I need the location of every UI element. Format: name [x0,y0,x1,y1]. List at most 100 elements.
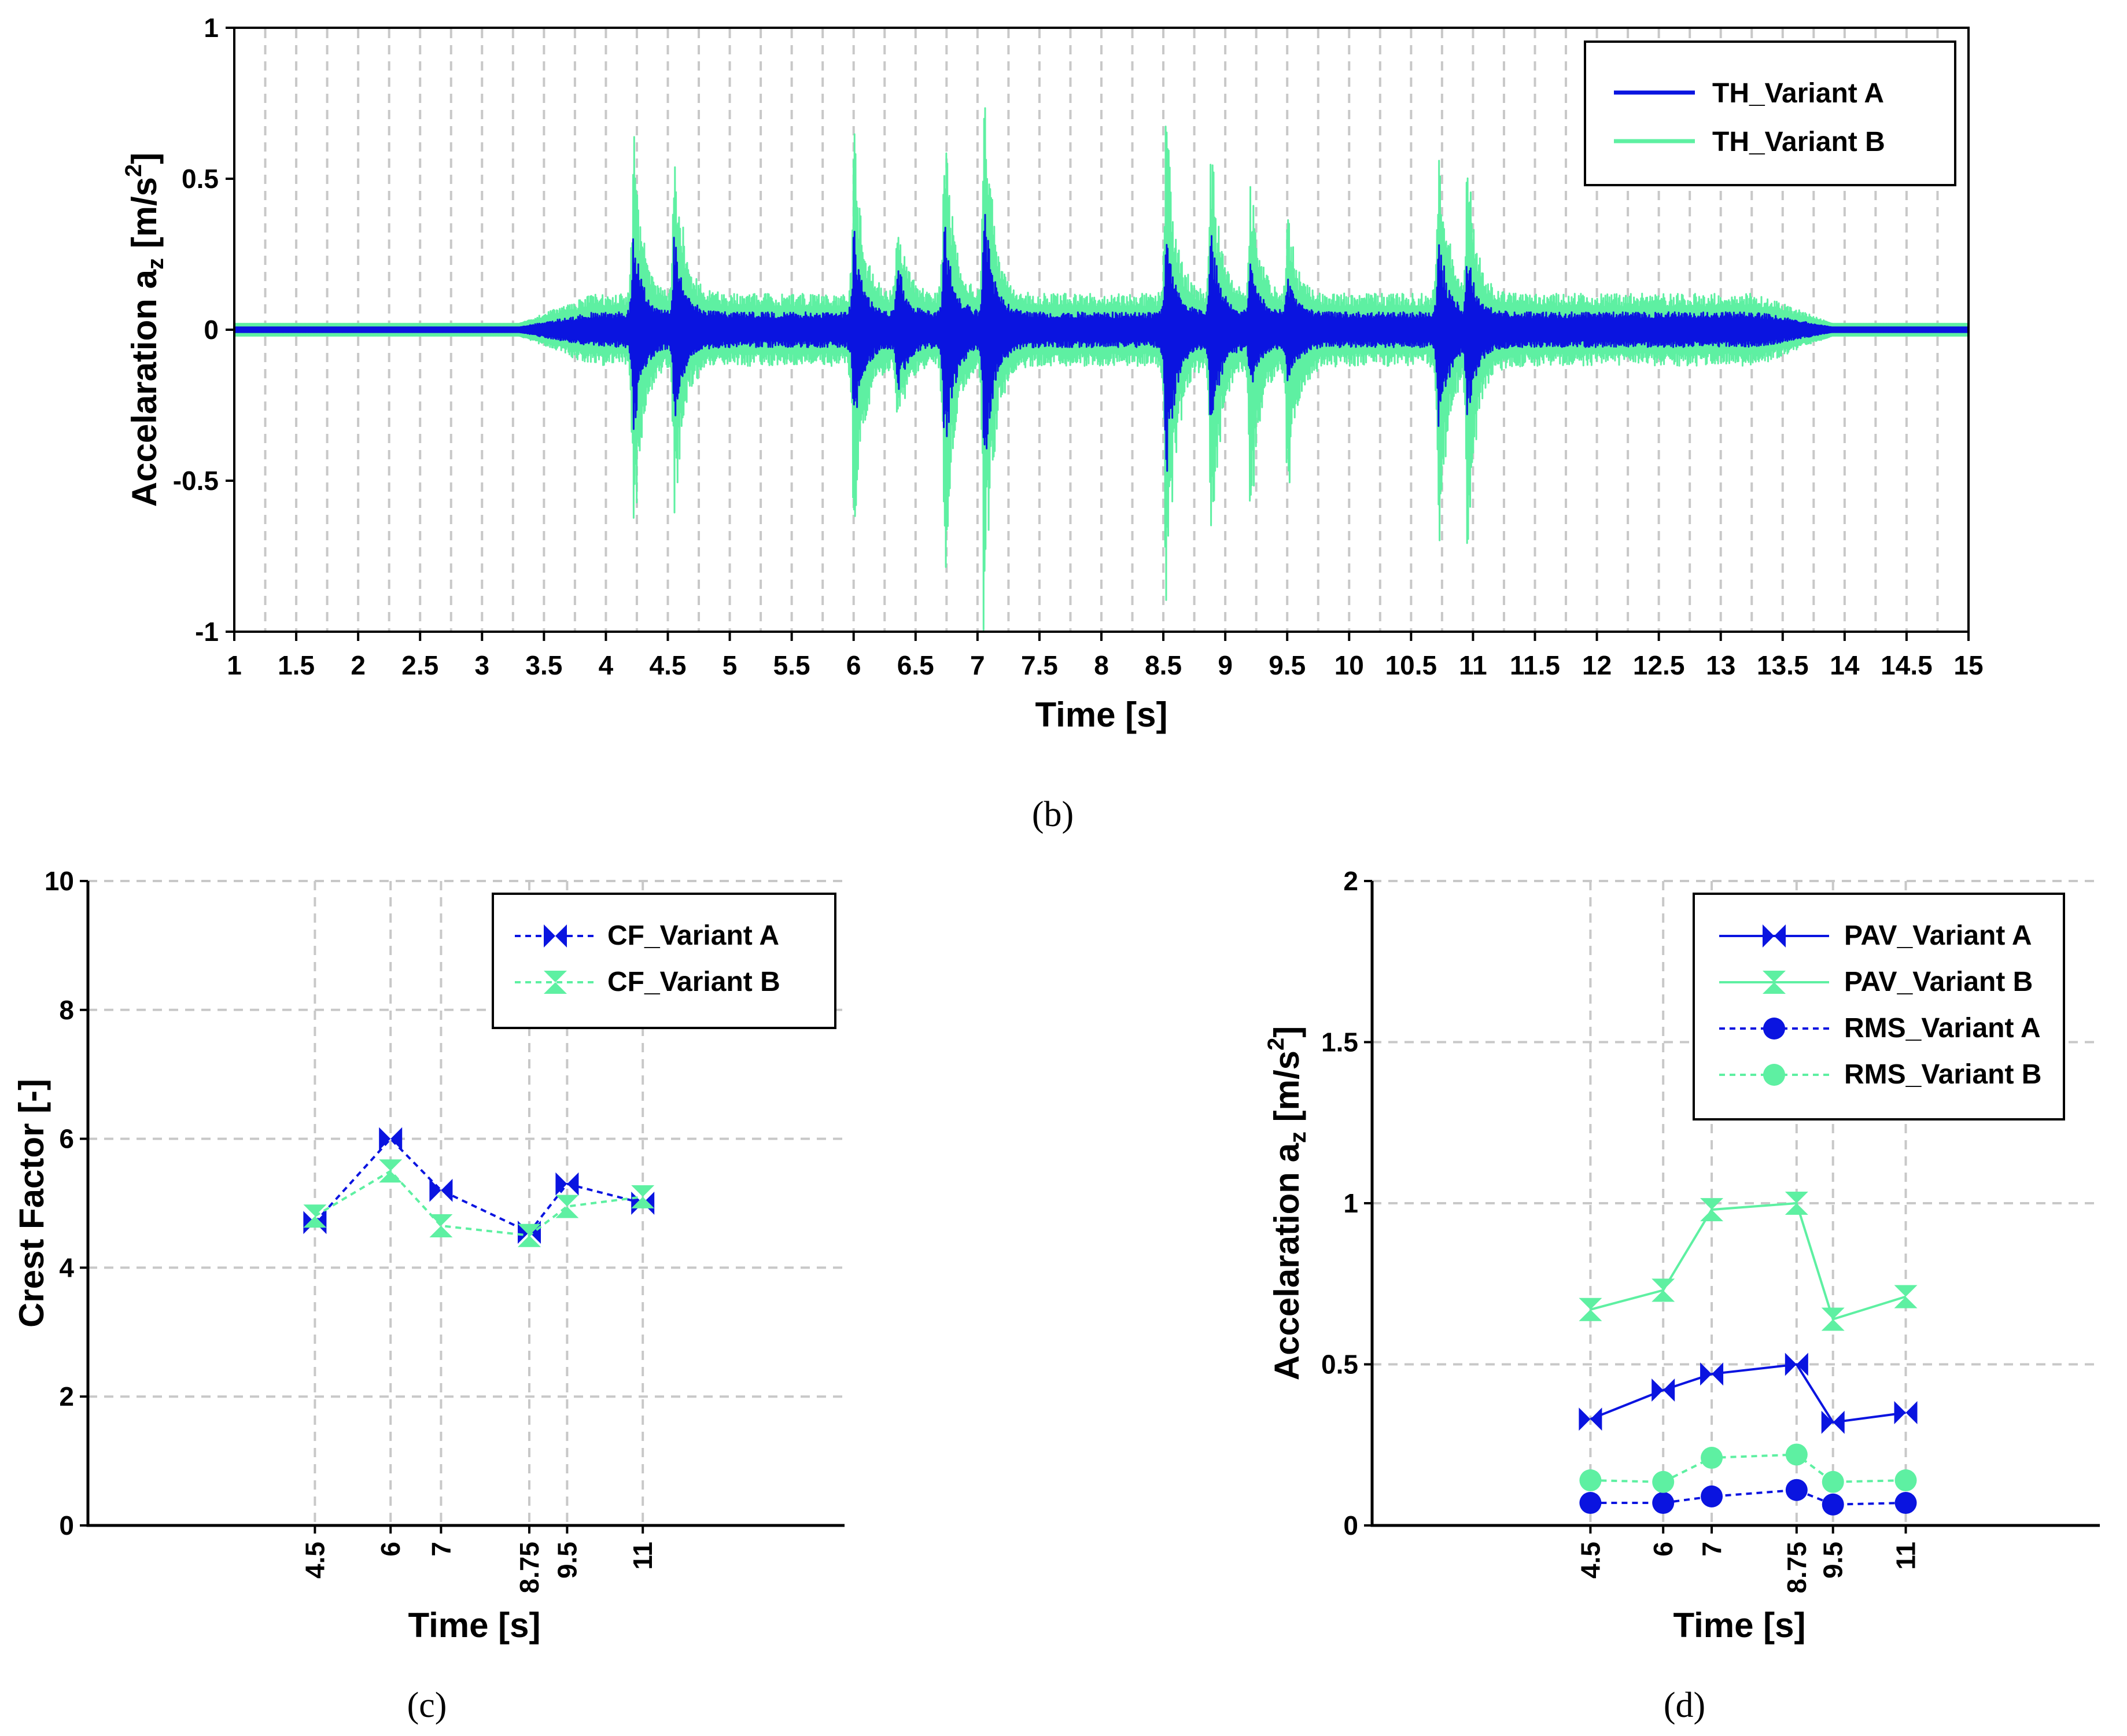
c-series-1-point-2 [429,1214,453,1237]
b-panel-letter-text: (b) [1032,795,1074,834]
c-legend-marker-0 [544,924,567,948]
b-x-tick-label-12: 7 [970,650,985,680]
b-x-tick-label-15: 8.5 [1145,650,1182,680]
b-legend-box [1584,40,1956,186]
d-legend-label-pav-a: PAV_Variant A [1844,920,2032,951]
c-x-tick-label-4: 9.5 [552,1542,582,1579]
b-x-tick-label-25: 13.5 [1757,650,1809,680]
d-series-2-point-4 [1822,1493,1844,1516]
b-x-tick-label-9: 5.5 [773,650,810,680]
b-y-tick-label-0: -1 [195,617,219,647]
c-x-tick-label-5: 11 [628,1542,658,1570]
d-series-2-point-5 [1894,1492,1917,1514]
c-panel-letter-text: (c) [407,1686,447,1725]
d-series-0-point-5 [1894,1401,1918,1425]
b-legend-label-variant-a: TH_Variant A [1712,78,1884,109]
c-y-tick-label-4: 8 [59,995,74,1025]
d-x-ticks: 4.5 6 7 8.75 9.5 11 [1575,1525,1921,1594]
d-x-tick-label-5: 11 [1891,1542,1921,1570]
b-x-tick-label-0: 1 [227,650,242,680]
b-y-tick-label-2: 0 [204,315,219,345]
d-legend-items [1719,924,1829,1086]
d-y-tick-label-1: 0.5 [1321,1350,1358,1380]
d-y-tick-label-4: 2 [1343,866,1358,896]
b-ylabel-sup: 2 [121,164,146,177]
c-y-axis-label: Crest Factor [-] [12,1079,51,1328]
c-series-1-point-1 [379,1159,403,1183]
c-panel-letter: (c) [407,1686,447,1725]
b-x-tick-label-6: 4 [599,650,614,680]
d-ylabel-sup: 2 [1263,1038,1289,1051]
panel-c-crest-factor-chart: 0 2 4 6 8 10 4.5 6 7 8.75 9.5 11 Time [s] Crest Fa… [12,866,845,1725]
b-x-tick-label-8: 5 [722,650,738,680]
b-x-tick-label-17: 9.5 [1269,650,1306,680]
b-x-tick-label-3: 2.5 [401,650,438,680]
d-series-line-0 [1590,1363,1906,1424]
b-y-tick-label-1: -0.5 [173,466,219,496]
c-y-tick-label-3: 6 [59,1124,74,1154]
d-series-3-point-2 [1701,1447,1723,1469]
c-series-1-point-3 [518,1223,541,1247]
panel-b-time-history-chart: -1-0.500.51 1 1.5 2 2.5 3 3.5 4 4.5 5 5.5 6 6.5 7 7.5… [121,13,1984,834]
d-x-tick-label-3: 8.75 [1782,1542,1812,1594]
b-x-tick-label-27: 14.5 [1881,650,1933,680]
b-x-tick-label-22: 12 [1582,650,1612,680]
d-series-1-point-0 [1579,1298,1602,1321]
b-x-tick-label-23: 12.5 [1633,650,1685,680]
c-legend-label-variant-b: CF_Variant B [607,967,780,997]
d-ylabel-sub: z [1285,1131,1311,1143]
d-series-line-2 [1590,1488,1906,1506]
d-series-2-point-2 [1701,1485,1723,1508]
b-x-tick-label-28: 15 [1953,650,1983,680]
d-ylabel-main: Accelaration a [1267,1142,1306,1380]
c-y-ticks: 0 2 4 6 8 10 [45,866,88,1540]
panel-d-acceleration-chart: 0 0.5 1 1.5 2 4.5 6 7 8.75 9.5 11 Time [s] Accela… [1263,866,2100,1725]
b-x-tick-label-13: 7.5 [1021,650,1058,680]
c-grid [88,880,845,1525]
d-legend-label-pav-b: PAV_Variant B [1844,967,2033,997]
b-ylabel-sub: z [143,258,168,270]
d-series-2-point-0 [1579,1492,1602,1514]
c-x-tick-label-1: 6 [375,1542,406,1557]
d-y-axis-label: Accelaration az [m/s2] [1263,1026,1311,1380]
d-series-1-point-4 [1821,1307,1845,1331]
b-x-ticks: 1 1.5 2 2.5 3 3.5 4 4.5 5 5.5 6 6.5 7 7.5 8 8.5 9 9.5 10 10… [227,632,1984,680]
b-x-tick-label-26: 14 [1830,650,1860,680]
d-legend-marker-1 [1763,971,1786,994]
d-x-tick-label-2: 7 [1697,1542,1727,1557]
c-series-line-0 [314,1137,643,1234]
d-series-3-point-0 [1579,1469,1602,1492]
d-series-0-point-1 [1652,1379,1675,1402]
b-y-ticks: -1 -0.5 0 0.5 1 [173,13,234,647]
b-x-tick-label-14: 8 [1094,650,1109,680]
c-x-axis-label: Time [s] [408,1606,541,1645]
d-legend: PAV_Variant A PAV_Variant B RMS_Variant … [1693,893,2065,1121]
b-x-tick-label-18: 10 [1335,650,1364,680]
c-series-1-point-4 [555,1195,579,1218]
d-panel-letter: (d) [1664,1686,1705,1725]
b-ylabel-main: Accelaration a [125,269,164,507]
d-series-1-point-1 [1652,1278,1675,1302]
d-series-3-point-4 [1822,1470,1844,1493]
d-series-group [1579,1192,1918,1516]
c-y-tick-label-5: 10 [45,866,74,896]
d-series-2-point-1 [1652,1492,1675,1514]
c-series-0-point-2 [429,1178,453,1202]
c-series-line-1 [314,1169,643,1237]
b-x-tick-label-10: 6 [846,650,861,680]
b-series-line-variant-a [233,213,1970,472]
b-x-tick-label-21: 11.5 [1510,650,1560,680]
b-ylabel-unit: [m/s [125,177,164,258]
b-y-tick-label-3: 0.5 [182,164,219,194]
d-legend-marker-0 [1763,924,1786,948]
b-panel-letter: (b) [1032,795,1074,834]
b-x-tick-label-20: 11 [1459,650,1487,680]
d-series-3-point-5 [1894,1469,1917,1492]
d-ylabel-unit: [m/s [1267,1051,1306,1131]
c-y-tick-label-2: 4 [59,1252,74,1282]
d-ylabel-close: ] [1267,1026,1306,1038]
c-x-tick-label-2: 7 [426,1542,456,1557]
b-y-tick-label-4: 1 [204,13,219,43]
c-legend-box [492,893,836,1029]
b-x-tick-label-16: 9 [1218,650,1233,680]
